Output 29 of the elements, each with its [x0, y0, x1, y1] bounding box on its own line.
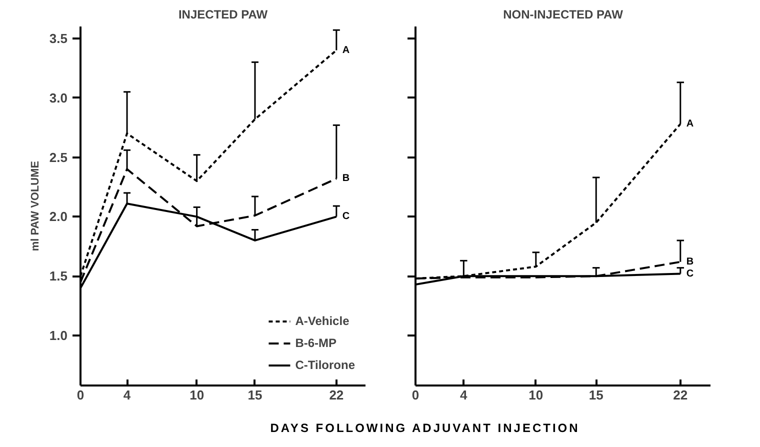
x-tick-label: 4 [460, 388, 468, 402]
x-tick-label: 22 [673, 388, 688, 402]
x-axis-title: DAYS FOLLOWING ADJUVANT INJECTION [270, 420, 580, 437]
x-tick-label: 10 [528, 388, 544, 402]
annotation: B [342, 173, 350, 184]
y-tick-label: 2.0 [49, 209, 68, 224]
x-tick-label: 0 [412, 388, 420, 402]
y-tick-label: 1.0 [49, 328, 68, 344]
y-axis-title: ml PAW VOLUME [29, 160, 42, 252]
annotation: C [686, 268, 694, 280]
legend-label: B-6-MP [295, 336, 337, 350]
legend-label: C-Tilorone [295, 358, 355, 372]
chart-title: NON-INJECTED PAW [503, 8, 624, 22]
legend-label: A-Vehicle [295, 314, 350, 328]
y-tick-label: 3.0 [49, 90, 68, 106]
x-tick-label: 4 [123, 388, 132, 402]
y-tick-label: 2.5 [49, 150, 68, 165]
x-tick-label: 0 [76, 388, 84, 402]
x-tick-label: 15 [588, 388, 604, 402]
y-tick-label: 1.5 [49, 268, 68, 284]
x-tick-label: 15 [248, 388, 262, 402]
annotation: B [686, 256, 694, 268]
chart-title: INJECTED PAW [178, 8, 268, 22]
y-tick-label: 3.5 [49, 30, 68, 46]
annotation: A [342, 44, 350, 56]
x-tick-label: 10 [190, 388, 204, 402]
annotation: A [686, 118, 694, 130]
x-tick-label: 22 [329, 388, 344, 402]
annotation: C [342, 211, 350, 222]
